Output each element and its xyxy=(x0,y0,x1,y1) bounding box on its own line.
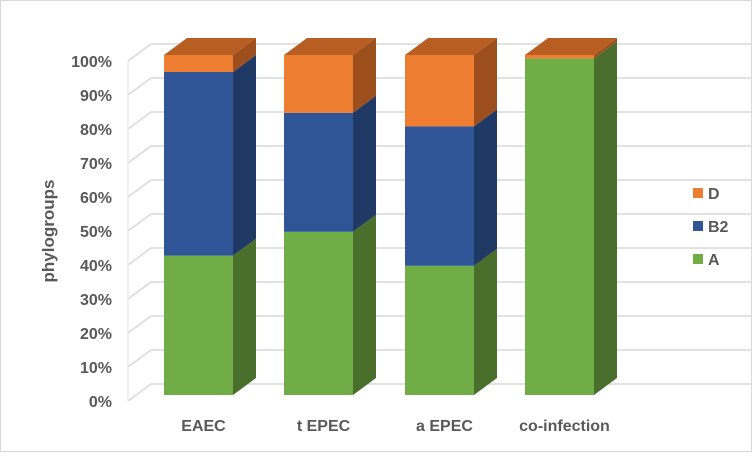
bar-segment-side-B2 xyxy=(353,95,376,232)
bar-segment-D xyxy=(164,55,233,72)
side-gridline xyxy=(127,281,152,300)
bar-segment-A xyxy=(525,58,594,396)
x-tick-label: co-infection xyxy=(519,418,610,435)
legend-marker-B2 xyxy=(693,221,703,231)
side-gridline xyxy=(127,315,152,334)
bar-top-face xyxy=(284,38,376,55)
bar-segment-D xyxy=(284,55,353,113)
y-tick-label: 40% xyxy=(80,258,112,275)
y-axis-label: phylogroups xyxy=(39,180,58,283)
side-gridline xyxy=(127,179,152,198)
bars xyxy=(164,38,617,396)
legend: D B2 A xyxy=(693,186,729,269)
bar-stack xyxy=(284,38,376,395)
bar-stack xyxy=(405,38,497,395)
y-tick-label: 30% xyxy=(80,292,112,309)
y-tick-label: 80% xyxy=(80,122,112,139)
bar-top-face xyxy=(405,38,497,55)
y-tick-label: 10% xyxy=(80,360,112,377)
side-gridline xyxy=(127,145,152,164)
bar-segment-side-A xyxy=(233,238,256,395)
bar-stack xyxy=(164,38,256,395)
bar-top-face xyxy=(525,38,617,55)
bar-segment-side-A xyxy=(474,248,497,395)
bar-segment-side-D xyxy=(353,38,376,113)
bar-segment-B2 xyxy=(284,112,353,232)
y-tick-labels: 0% 10% 20% 30% 40% 50% 60% 70% 80% 90% 100% xyxy=(71,54,112,411)
y-tick-label: 20% xyxy=(80,326,112,343)
bar-segment-side-A xyxy=(594,41,617,396)
legend-marker-A xyxy=(693,254,703,264)
bar-segment-side-B2 xyxy=(233,55,256,256)
bar-stack xyxy=(525,38,617,396)
bar-top-face xyxy=(164,38,256,55)
bar-segment-B2 xyxy=(164,72,233,256)
bar-segment-A xyxy=(164,255,233,395)
legend-label-D: D xyxy=(708,186,720,203)
side-gridline xyxy=(127,111,152,130)
bar-segment-side-A xyxy=(353,214,376,395)
side-gridline xyxy=(127,77,152,96)
y-tick-label: 100% xyxy=(71,54,112,71)
x-tick-labels: EAEC t EPEC a EPEC co-infection xyxy=(181,418,610,435)
side-gridline xyxy=(127,43,152,62)
x-tick-label: a EPEC xyxy=(416,418,473,435)
bar-segment-D xyxy=(525,55,594,59)
bar-segment-A xyxy=(405,265,474,395)
y-tick-label: 90% xyxy=(80,88,112,105)
bar-segment-side-D xyxy=(233,38,256,72)
y-tick-label: 0% xyxy=(89,394,112,411)
legend-marker-D xyxy=(693,188,703,198)
side-gridline xyxy=(127,213,152,232)
x-tick-label: EAEC xyxy=(181,418,226,435)
bar-segment-A xyxy=(284,231,353,395)
y-tick-label: 60% xyxy=(80,190,112,207)
side-gridline xyxy=(127,383,152,402)
legend-label-A: A xyxy=(708,252,720,269)
bar-segment-D xyxy=(405,55,474,127)
x-tick-label: t EPEC xyxy=(297,418,351,435)
bar-segment-side-D xyxy=(474,38,497,127)
legend-label-B2: B2 xyxy=(708,219,729,236)
bar-segment-B2 xyxy=(405,126,474,266)
side-gridline xyxy=(127,349,152,368)
side-gridline xyxy=(127,247,152,266)
bar-segment-side-B2 xyxy=(474,109,497,266)
bar-segment-side-D xyxy=(594,38,617,59)
y-tick-label: 70% xyxy=(80,156,112,173)
y-tick-label: 50% xyxy=(80,224,112,241)
